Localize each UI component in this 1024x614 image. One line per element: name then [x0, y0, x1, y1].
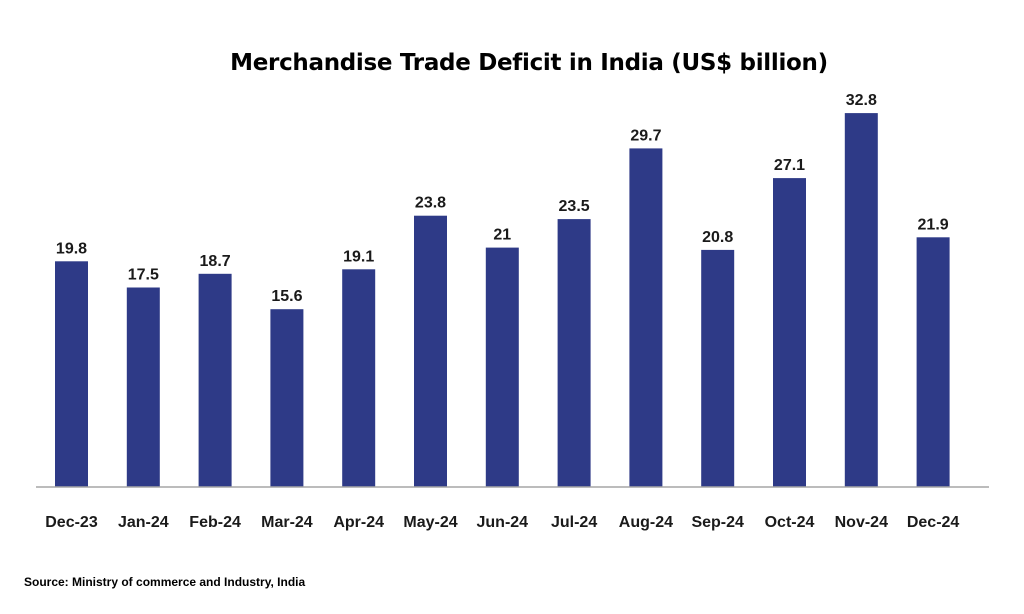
bar-dec-24 [916, 237, 950, 487]
value-label-may-24: 23.8 [415, 195, 446, 212]
x-tick-label-nov-24: Nov-24 [835, 514, 888, 531]
bar-jan-24 [126, 287, 160, 487]
bar-mar-24 [270, 309, 304, 487]
x-tick-label-aug-24: Aug-24 [619, 514, 673, 531]
x-tick-label-mar-24: Mar-24 [261, 514, 313, 531]
bar-sep-24 [701, 249, 735, 487]
bar-jun-24 [485, 247, 519, 487]
bar-jul-24 [557, 219, 591, 487]
value-label-dec-24: 21.9 [918, 216, 949, 233]
x-tick-label-feb-24: Feb-24 [189, 514, 241, 531]
value-label-nov-24: 32.8 [846, 92, 877, 109]
value-label-dec-23: 19.8 [56, 240, 87, 257]
bar-aug-24 [629, 148, 663, 487]
bar-apr-24 [342, 269, 376, 487]
value-label-jan-24: 17.5 [128, 267, 159, 284]
bar-dec-23 [55, 261, 88, 487]
x-tick-label-oct-24: Oct-24 [765, 514, 815, 531]
x-tick-label-sep-24: Sep-24 [691, 514, 744, 531]
value-label-aug-24: 29.7 [630, 127, 661, 144]
source-note: Source: Ministry of commerce and Industr… [24, 575, 306, 589]
bar-oct-24 [773, 178, 806, 487]
x-tick-label-may-24: May-24 [403, 514, 457, 531]
x-tick-label-apr-24: Apr-24 [333, 514, 384, 531]
value-label-oct-24: 27.1 [774, 157, 805, 174]
chart-title: Merchandise Trade Deficit in India (US$ … [230, 50, 828, 76]
value-label-mar-24: 15.6 [271, 288, 302, 305]
bar-nov-24 [844, 113, 878, 487]
bar-may-24 [414, 215, 447, 487]
value-label-apr-24: 19.1 [343, 248, 374, 265]
x-tick-label-dec-23: Dec-23 [45, 514, 98, 531]
value-labels-layer: 19.8 17.5 18.7 15.6 19.1 23.8 21 23.5 29.7 20.8 27… [56, 92, 949, 305]
value-label-sep-24: 20.8 [702, 229, 733, 246]
value-label-jul-24: 23.5 [559, 198, 590, 215]
x-tick-label-jun-24: Jun-24 [477, 514, 529, 531]
bars-layer [55, 113, 950, 487]
value-label-feb-24: 18.7 [200, 253, 231, 270]
value-label-jun-24: 21 [493, 227, 511, 244]
x-tick-label-jan-24: Jan-24 [118, 514, 169, 531]
x-tick-labels-layer: Dec-23 Jan-24 Feb-24 Mar-24 Apr-24 May-24 Jun-… [45, 514, 959, 531]
bar-feb-24 [198, 273, 232, 487]
x-tick-label-jul-24: Jul-24 [551, 514, 597, 531]
x-tick-label-dec-24: Dec-24 [907, 514, 960, 531]
